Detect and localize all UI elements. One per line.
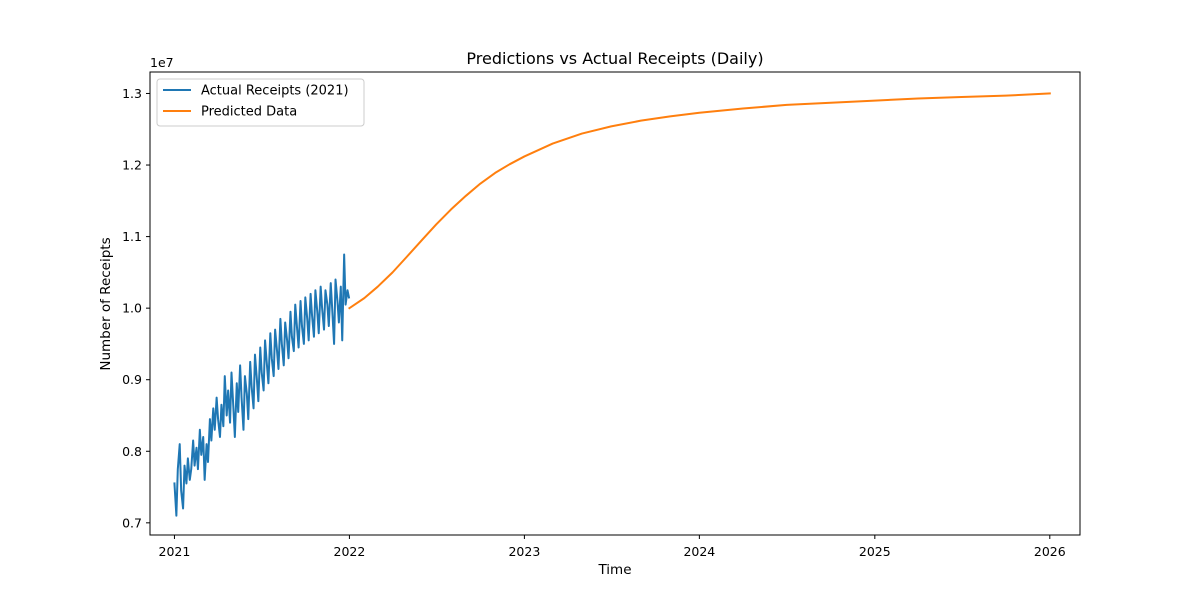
x-axis-label: Time — [597, 562, 631, 578]
x-tick-label: 2022 — [334, 544, 366, 559]
legend-box — [156, 78, 365, 127]
y-tick-label: 1.2 — [122, 158, 142, 173]
axis-ticks: 2021 2022 2023 2024 2025 2026 0.7 0.8 0.9 1.0 1.1 1… — [122, 86, 1066, 559]
series-line-1 — [348, 92, 1051, 310]
y-axis-label: Number of Receipts — [98, 237, 114, 370]
axes-frame — [149, 71, 1081, 536]
legend: Actual Receipts (2021) Predicted Data — [156, 78, 365, 127]
x-tick-label: 2021 — [159, 544, 191, 559]
y-tick-label: 1.0 — [122, 301, 142, 316]
x-tick-label: 2025 — [859, 544, 891, 559]
x-tick-label: 2024 — [683, 544, 715, 559]
y-tick-label: 0.8 — [122, 444, 142, 459]
y-offset-label: 1e7 — [150, 55, 174, 70]
plot-area — [173, 92, 1051, 517]
legend-label-actual: Actual Receipts (2021) — [201, 84, 349, 99]
y-tick-label: 1.3 — [122, 86, 142, 101]
y-tick-label: 0.9 — [122, 372, 142, 387]
x-tick-label: 2023 — [508, 544, 540, 559]
chart-title: Predictions vs Actual Receipts (Daily) — [466, 49, 763, 68]
x-tick-label: 2026 — [1034, 544, 1066, 559]
y-tick-label: 0.7 — [122, 515, 142, 530]
series-line-0 — [173, 253, 351, 517]
y-tick-label: 1.1 — [122, 229, 142, 244]
legend-label-predicted: Predicted Data — [201, 105, 297, 120]
